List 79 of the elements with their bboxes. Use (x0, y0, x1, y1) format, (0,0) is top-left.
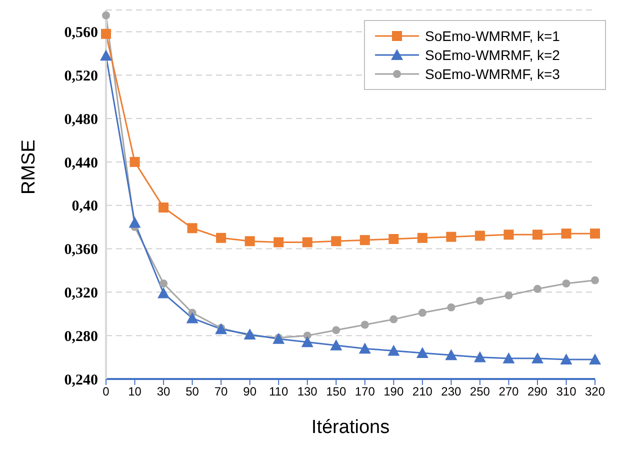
y-tick-label: 0,520 (64, 68, 98, 84)
x-tick-label: 190 (384, 384, 404, 399)
point (474, 230, 485, 241)
point (160, 279, 168, 288)
point (301, 336, 314, 348)
point (358, 342, 371, 354)
point (130, 156, 140, 167)
point (331, 236, 342, 246)
y-tick-label: 0,40 (72, 198, 98, 215)
x-axis-title: Itérations (311, 417, 390, 438)
point (591, 276, 599, 284)
point (447, 303, 456, 312)
point (102, 11, 110, 20)
point (390, 315, 398, 324)
x-tick-label: 310 (556, 384, 577, 399)
point (187, 223, 198, 234)
point (158, 287, 170, 298)
point (100, 50, 112, 61)
point (445, 349, 458, 360)
x-tick-label: 320 (584, 384, 606, 399)
legend-label: SoEmo-WMRMF, k=2 (425, 47, 560, 63)
y-tick-label: 0,560 (64, 25, 98, 42)
x-tick-label: 210 (412, 384, 433, 399)
x-tick-label: 150 (326, 384, 346, 399)
point (504, 230, 514, 240)
point (330, 339, 342, 350)
point (533, 284, 542, 293)
point (388, 234, 399, 244)
point (562, 279, 570, 288)
x-tick-label: 30 (156, 384, 171, 399)
x-tick-label: 270 (498, 384, 520, 399)
y-tick-label: 0,240 (64, 372, 98, 388)
x-tick-label: 290 (527, 384, 548, 399)
point (215, 323, 228, 334)
point (360, 320, 369, 329)
point (418, 308, 426, 317)
point (416, 346, 428, 358)
point (244, 328, 256, 340)
y-tick-label: 0,440 (64, 155, 98, 172)
point (158, 202, 169, 213)
legend-label: SoEmo-WMRMF, k=3 (425, 66, 560, 82)
x-tick-label: 10 (128, 384, 142, 399)
point (274, 237, 284, 248)
point (244, 236, 255, 246)
point (532, 230, 542, 240)
legend-label: SoEmo-WMRMF, k=1 (425, 28, 560, 44)
point (332, 326, 340, 334)
point (504, 291, 513, 300)
point (128, 216, 141, 228)
point (360, 235, 370, 246)
x-tick-label: 230 (441, 384, 462, 399)
point (560, 353, 572, 364)
point (590, 228, 600, 239)
y-tick-label: 0,320 (64, 286, 98, 302)
point (388, 344, 400, 356)
point (417, 232, 428, 243)
x-tick-label: 130 (297, 384, 318, 399)
y-tick-label: 0,480 (64, 112, 98, 128)
x-tick-label: 170 (354, 384, 376, 399)
point (531, 352, 544, 364)
point (446, 232, 456, 242)
y-tick-label: 0,280 (64, 328, 98, 345)
x-tick-label: 90 (243, 384, 257, 399)
point (476, 296, 484, 305)
point (561, 228, 572, 239)
point (101, 28, 111, 39)
x-tick-label: 50 (186, 384, 200, 399)
y-tick-label: 0,360 (64, 242, 98, 258)
x-tick-label: 250 (470, 384, 490, 399)
y-axis-title: RMSE (18, 140, 40, 194)
point (302, 237, 312, 248)
point (589, 353, 601, 364)
point (216, 232, 226, 243)
point (474, 351, 486, 362)
point (502, 352, 515, 364)
x-tick-label: 70 (214, 384, 228, 399)
point (186, 312, 198, 324)
x-tick-label: 110 (269, 384, 288, 399)
x-tick-label: 0 (102, 384, 110, 399)
